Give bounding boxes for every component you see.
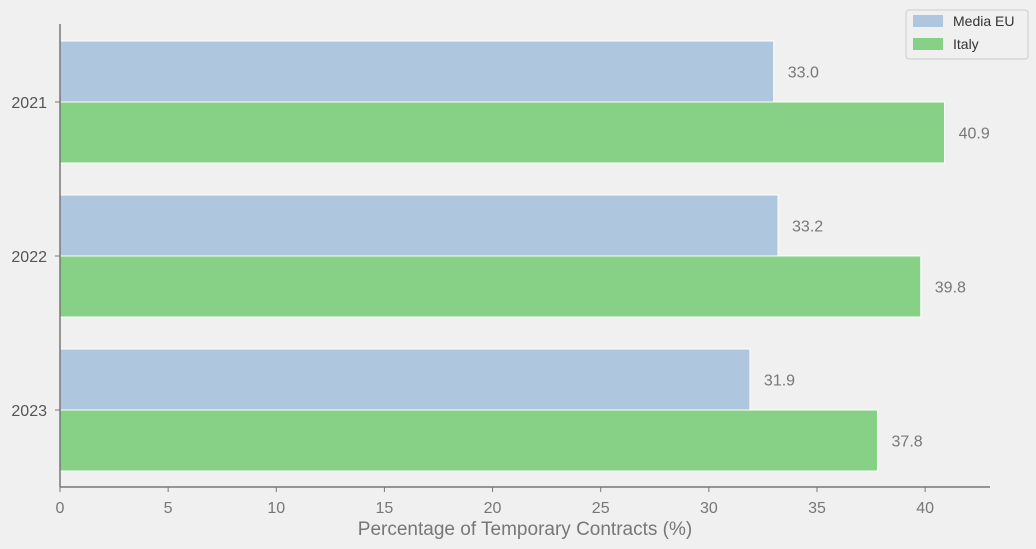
bar-media-eu-2022 xyxy=(59,194,779,257)
legend-swatch-italy xyxy=(913,38,943,50)
bar-media-eu-2023 xyxy=(59,348,751,411)
value-label-media-eu-2022: 33.2 xyxy=(792,219,823,236)
bar-italy-2022 xyxy=(59,255,922,318)
legend-swatch-media-eu xyxy=(913,15,943,27)
x-tick-label-35: 35 xyxy=(808,500,826,517)
value-label-italy-2021: 40.9 xyxy=(959,126,990,143)
x-ticks-group: 0 5 10 15 20 25 30 35 40 xyxy=(56,487,934,517)
y-tick-label-2021: 2021 xyxy=(11,95,47,112)
y-tick-label-2023: 2023 xyxy=(11,403,47,420)
x-axis-title: Percentage of Temporary Contracts (%) xyxy=(358,519,692,540)
bar-media-eu-2021 xyxy=(59,40,775,103)
value-label-media-eu-2021: 33.0 xyxy=(788,65,819,82)
x-tick-label-25: 25 xyxy=(592,500,610,517)
bars-group xyxy=(59,40,946,472)
x-tick-label-15: 15 xyxy=(376,500,394,517)
y-ticks-group: 2021 2022 2023 xyxy=(11,95,60,420)
x-tick-label-20: 20 xyxy=(484,500,502,517)
legend-label-media-eu: Media EU xyxy=(953,13,1014,29)
value-label-media-eu-2023: 31.9 xyxy=(764,373,795,390)
x-tick-label-10: 10 xyxy=(267,500,285,517)
value-labels-group: 33.0 40.9 33.2 39.8 31.9 37.8 xyxy=(764,65,990,451)
bar-italy-2021 xyxy=(59,101,946,164)
value-label-italy-2022: 39.8 xyxy=(935,280,966,297)
bar-italy-2023 xyxy=(59,409,879,472)
value-label-italy-2023: 37.8 xyxy=(892,434,923,451)
x-tick-label-30: 30 xyxy=(700,500,718,517)
x-tick-label-0: 0 xyxy=(56,500,65,517)
legend-label-italy: Italy xyxy=(953,36,979,52)
legend: Media EU Italy xyxy=(905,9,1029,60)
x-tick-label-40: 40 xyxy=(916,500,934,517)
x-tick-label-5: 5 xyxy=(164,500,173,517)
y-tick-label-2022: 2022 xyxy=(11,249,47,266)
